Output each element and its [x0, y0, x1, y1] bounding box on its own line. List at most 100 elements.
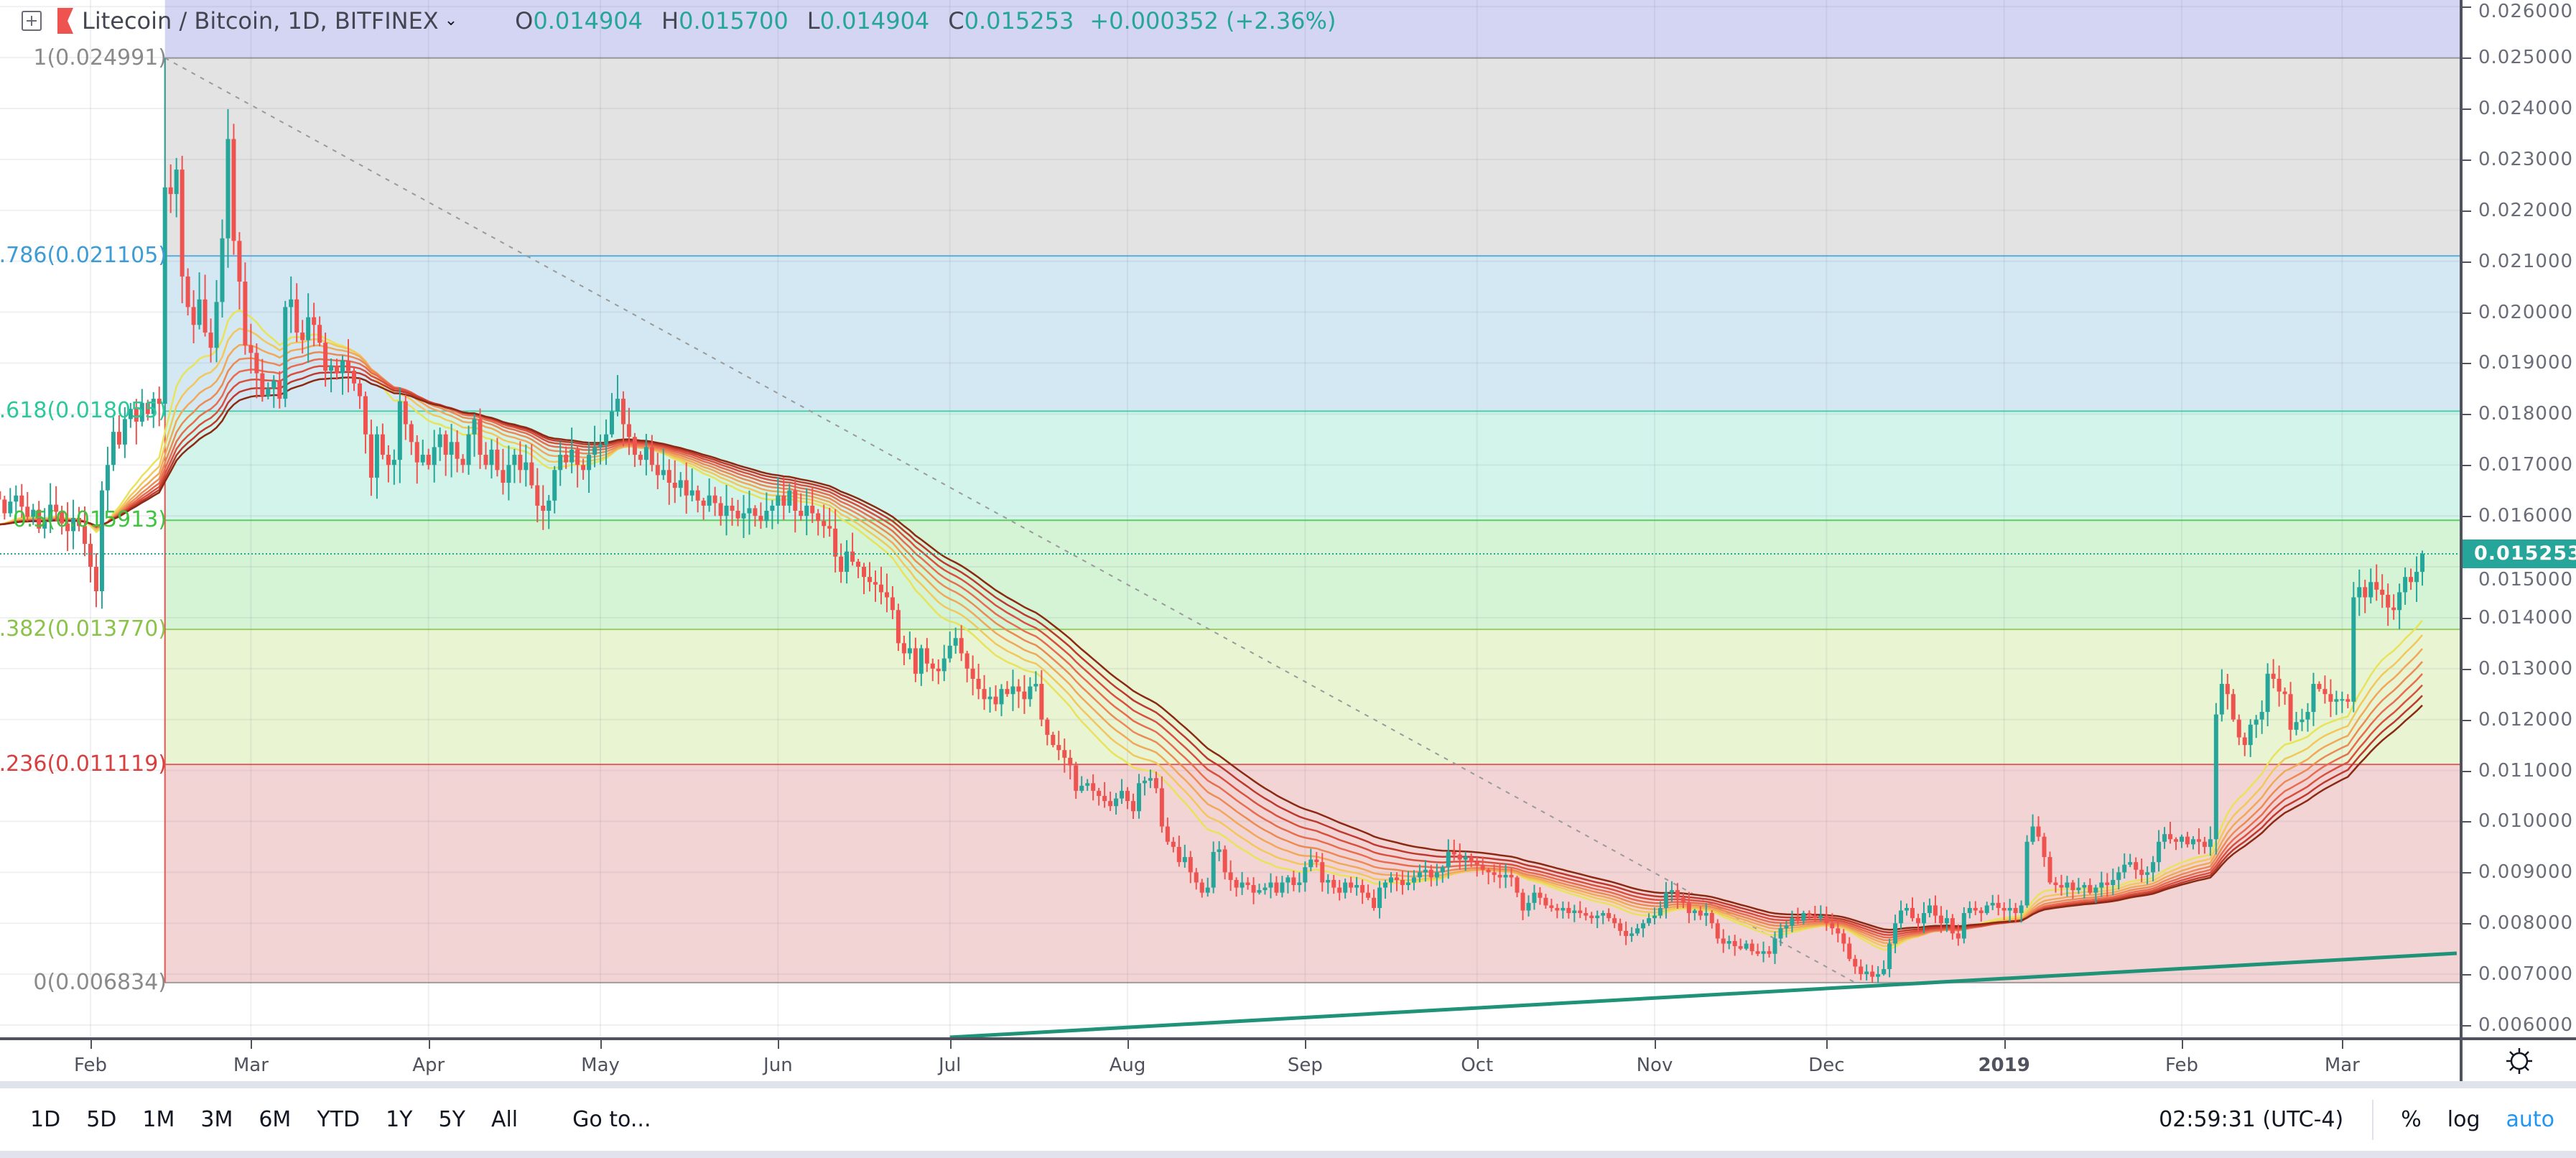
range-5d-button[interactable]: 5D [86, 1107, 117, 1132]
range-ytd-button[interactable]: YTD [317, 1107, 361, 1132]
candle [1405, 871, 1410, 891]
candle-body [71, 517, 76, 532]
candle-body [157, 399, 162, 404]
candle [386, 445, 391, 483]
candle-body [1308, 859, 1313, 868]
fib-level-label: 0.618(0.018055) [0, 398, 167, 424]
candle [2231, 689, 2236, 722]
range-all-button[interactable]: All [490, 1107, 519, 1132]
candle-body [312, 317, 317, 325]
fib-level-label: 1(0.024991) [33, 45, 167, 70]
price-tick-label: 0.019000 [2478, 352, 2574, 374]
candle-body [649, 447, 654, 465]
candle-body [873, 582, 878, 585]
candle [564, 446, 569, 469]
candle-body [1314, 859, 1319, 863]
candle [724, 485, 729, 536]
candle-body [1778, 928, 1783, 939]
symbol-legend: Litecoin / Bitcoin, 1D, BITFINEX ⌄ O 0.01… [22, 4, 1336, 37]
chevron-down-icon[interactable]: ⌄ [444, 11, 458, 29]
candle-body [799, 511, 804, 517]
candle-body [2105, 882, 2110, 886]
candle [884, 573, 889, 613]
candle-body [391, 460, 396, 465]
candle [2105, 873, 2110, 897]
price-axis[interactable]: 0.006000 0.007000 0.008000 0.009000 0.010000… [2460, 0, 2576, 1037]
candle [1606, 908, 1612, 922]
candle [1698, 906, 1703, 920]
candle-body [1130, 801, 1135, 812]
candle [277, 371, 282, 409]
chart-settings-button[interactable] [2460, 1037, 2576, 1081]
candle-body [134, 409, 139, 422]
candle [1944, 909, 1949, 932]
candle-body [1715, 923, 1720, 939]
candle [2351, 582, 2356, 713]
range-6m-button[interactable]: 6M [259, 1107, 292, 1132]
price-tick-label: 0.023000 [2478, 148, 2574, 170]
candle [501, 448, 506, 495]
candle [1905, 903, 1910, 916]
candle [19, 483, 24, 518]
range-1d-button[interactable]: 1D [30, 1107, 61, 1132]
candle [1967, 901, 1972, 919]
clock-timezone[interactable]: 02:59:31 (UTC-4) [2159, 1107, 2344, 1132]
candle-body [1463, 857, 1468, 860]
range-1m-button[interactable]: 1M [142, 1107, 175, 1132]
candle-body [294, 299, 299, 333]
candle-body [1990, 902, 1995, 906]
candle [1961, 907, 1966, 944]
candle-body [1045, 719, 1050, 735]
candle-body [1033, 684, 1038, 687]
candle [1153, 772, 1158, 794]
percent-toggle[interactable]: % [2401, 1107, 2422, 1132]
candle-body [1795, 918, 1800, 921]
range-5y-button[interactable]: 5Y [438, 1107, 465, 1132]
time-axis[interactable]: Feb Mar Apr May Jun Jul Aug Sep Oct Nov Dec 2019 Feb… [0, 1037, 2460, 1081]
candle-body [1641, 923, 1646, 929]
candle [987, 687, 992, 713]
candle [1578, 901, 1583, 919]
range-3m-button[interactable]: 3M [200, 1107, 233, 1132]
price-tick [2463, 159, 2471, 161]
candle-body [638, 455, 643, 460]
candle [2311, 672, 2316, 726]
candle [42, 508, 47, 539]
candle-body [1274, 882, 1279, 893]
candle-body [1257, 890, 1262, 893]
candle-body [524, 462, 529, 471]
candle-body [558, 455, 563, 471]
candle [2208, 826, 2213, 856]
candle [489, 439, 494, 479]
candle-body [1853, 958, 1858, 967]
candle-body [139, 402, 144, 422]
candle [524, 444, 529, 487]
candle [449, 424, 454, 478]
close-value: 0.015253 [964, 7, 1074, 34]
chart-pane[interactable]: 1(0.024991) 0.786(0.021105) 0.618(0.018055… [0, 0, 2460, 1037]
range-1y-button[interactable]: 1Y [386, 1107, 413, 1132]
candle-body [1331, 879, 1336, 888]
candle-body [1428, 869, 1433, 878]
candle [2420, 550, 2425, 586]
expand-legend-icon[interactable] [22, 11, 42, 31]
price-chart[interactable] [0, 0, 2460, 1037]
candle-body [1349, 882, 1354, 888]
candle [2414, 556, 2419, 602]
candle [248, 323, 254, 374]
symbol-title[interactable]: Litecoin / Bitcoin, 1D, BITFINEX [82, 7, 439, 34]
candle [2288, 682, 2293, 741]
candle [604, 419, 609, 465]
price-tick-label: 0.010000 [2478, 810, 2574, 833]
log-toggle[interactable]: log [2447, 1107, 2480, 1132]
candle [1801, 910, 1806, 925]
candle-body [1028, 686, 1033, 700]
candle [31, 504, 36, 525]
candle [25, 492, 30, 522]
candle [1635, 924, 1640, 936]
time-tick-label: Aug [1109, 1055, 1146, 1076]
candle-body [930, 663, 935, 669]
auto-scale-toggle[interactable]: auto [2506, 1107, 2554, 1132]
go-to-button[interactable]: Go to... [572, 1107, 651, 1132]
candle [312, 302, 317, 347]
